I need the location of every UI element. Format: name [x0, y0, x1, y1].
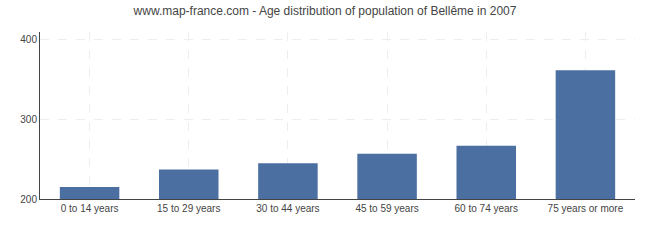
- svg-text:400: 400: [20, 34, 37, 45]
- svg-text:60 to 74 years: 60 to 74 years: [455, 203, 518, 214]
- svg-text:0 to 14 years: 0 to 14 years: [61, 203, 119, 214]
- svg-text:www.map-france.com - Age distr: www.map-france.com - Age distribution of…: [133, 4, 517, 18]
- svg-text:15 to 29 years: 15 to 29 years: [157, 203, 220, 214]
- svg-text:30 to 44 years: 30 to 44 years: [256, 203, 319, 214]
- svg-text:45 to 59 years: 45 to 59 years: [355, 203, 418, 214]
- svg-text:75 years or more: 75 years or more: [548, 203, 624, 214]
- svg-text:300: 300: [20, 114, 37, 125]
- svg-text:200: 200: [20, 194, 37, 205]
